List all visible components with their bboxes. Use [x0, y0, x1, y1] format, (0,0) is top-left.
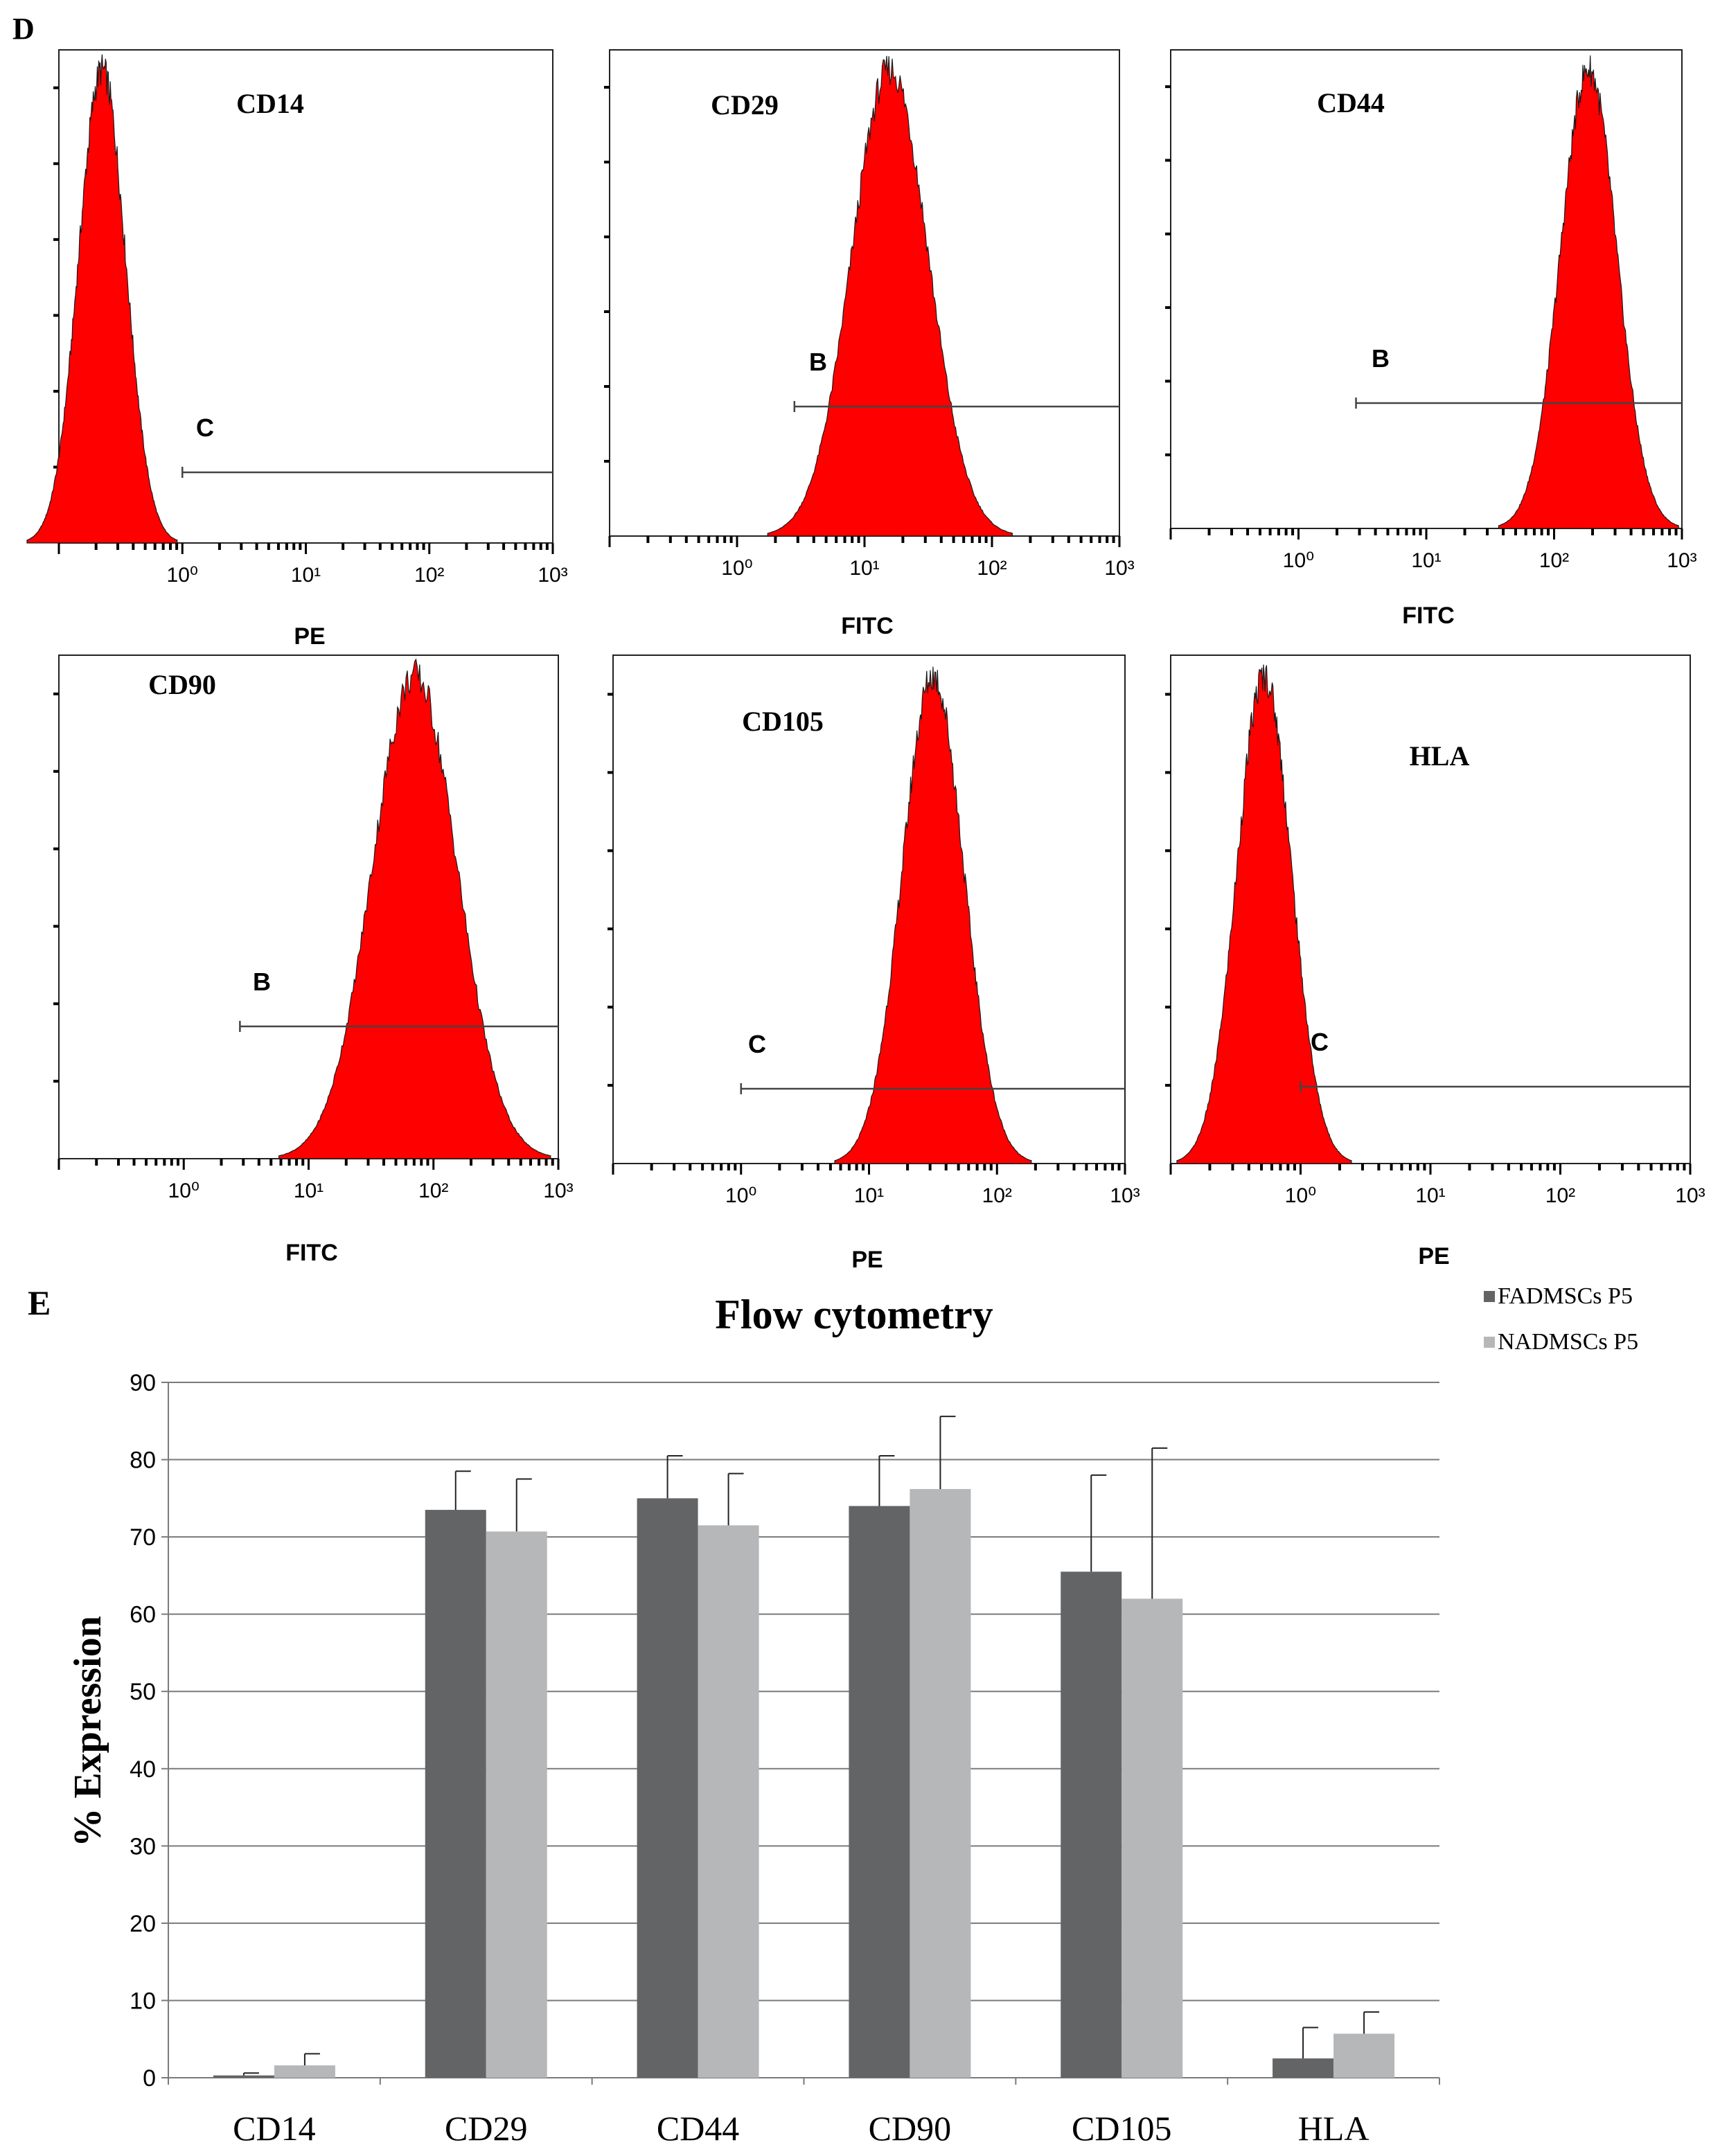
x-tick-label: 10³: [1667, 549, 1696, 572]
y-tick-label: 10: [130, 1988, 156, 2014]
bar-cd29-nadmscs: [486, 1531, 547, 2078]
bar-hla-fadmscs: [1273, 2058, 1334, 2078]
histogram-area: [767, 55, 1013, 537]
bar-cd44-nadmscs: [698, 1525, 759, 2078]
y-tick-label: 70: [130, 1524, 156, 1551]
histogram-panels: 10⁰ 10¹ 10² 10³ C CD14 PE 10⁰ 10¹ 10² 10³ B CD29 FITC…: [26, 49, 1705, 1273]
histogram-cd90: 10⁰ 10¹ 10² 10³ B CD90 FITC: [53, 654, 574, 1266]
x-tick-label: 10⁰: [721, 557, 752, 580]
x-tick-label: 10¹: [294, 1179, 323, 1202]
x-tick-label: 10¹: [291, 564, 321, 587]
bar-cd90-fadmscs: [849, 1506, 910, 2078]
y-tick-label: 90: [130, 1370, 156, 1396]
x-tick-label: 10²: [414, 564, 444, 587]
x-tick-label: 10⁰: [1285, 1184, 1316, 1207]
y-tick-label: 80: [130, 1447, 156, 1474]
y-axis-label: % Expression: [67, 1616, 109, 1846]
histogram-area: [834, 666, 1032, 1164]
x-tick-label: CD90: [869, 2109, 951, 2148]
x-tick-label: 10²: [1539, 549, 1569, 572]
marker-label: CD14: [236, 88, 304, 119]
bar-cd44-fadmscs: [637, 1498, 698, 2078]
histogram-area: [1176, 664, 1352, 1164]
histogram-area: [26, 54, 178, 544]
histogram-area: [278, 658, 551, 1159]
y-tick-label: 40: [130, 1756, 156, 1783]
bar-hla-nadmscs: [1333, 2033, 1395, 2078]
y-tick-label: 20: [130, 1911, 156, 1937]
y-tick-label: 50: [130, 1679, 156, 1705]
panel-e-label: E: [28, 1283, 51, 1322]
axis-label: FITC: [1402, 603, 1455, 629]
x-tick-label: 10²: [977, 557, 1007, 580]
y-tick-label: 0: [143, 2065, 156, 2092]
gate-label: B: [253, 968, 271, 996]
histogram-hla: 10⁰ 10¹ 10² 10³ C HLA PE: [1165, 654, 1705, 1269]
x-tick-label: 10²: [1545, 1184, 1575, 1207]
x-tick-label: 10⁰: [1283, 549, 1314, 572]
x-tick-label: 10¹: [1411, 549, 1441, 572]
axis-label: PE: [294, 623, 325, 650]
x-tick-label: 10³: [1110, 1184, 1140, 1207]
bar-cd29-fadmscs: [425, 1510, 486, 2078]
legend-swatch-nadmscs: [1484, 1337, 1495, 1348]
x-tick-label: 10¹: [1415, 1184, 1445, 1207]
x-tick-label: 10¹: [854, 1184, 884, 1207]
bar-chart: Flow cytometry 0 10 20 30 40 50 60 70 80 90 % Expre…: [67, 1283, 1638, 2148]
gate-label: C: [196, 413, 214, 442]
bar-cd105-nadmscs: [1122, 1598, 1183, 2078]
x-tick-label: 10²: [418, 1179, 448, 1202]
histogram-cd105: 10⁰ 10¹ 10² 10³ C CD105 PE: [608, 654, 1140, 1273]
x-tick-label: 10¹: [849, 557, 879, 580]
legend-label: NADMSCs P5: [1498, 1329, 1638, 1355]
x-tick-label: 10³: [1675, 1184, 1705, 1207]
legend-swatch-fadmscs: [1484, 1291, 1495, 1302]
marker-label: CD29: [711, 89, 779, 121]
gate-label: C: [748, 1030, 766, 1058]
axis-label: FITC: [841, 613, 894, 639]
x-tick-label: 10³: [538, 564, 567, 587]
panel-d-label: D: [12, 12, 35, 46]
gate-label: C: [1311, 1028, 1329, 1056]
x-tick-label: CD14: [233, 2109, 315, 2148]
x-tick-label: 10³: [1104, 557, 1134, 580]
gate-label: B: [1372, 344, 1390, 373]
x-tick-label: 10⁰: [167, 564, 198, 587]
marker-label: CD105: [742, 706, 824, 737]
bar-cd14-nadmscs: [274, 2065, 335, 2078]
x-tick-label: HLA: [1298, 2109, 1369, 2148]
gate-label: B: [809, 348, 827, 376]
x-tick-label: CD29: [445, 2109, 527, 2148]
axis-label: PE: [851, 1247, 883, 1273]
axis-label: FITC: [285, 1240, 338, 1266]
bar-cd14-fadmscs: [213, 2075, 274, 2078]
histogram-cd29: 10⁰ 10¹ 10² 10³ B CD29 FITC: [604, 49, 1135, 639]
histogram-frame: [612, 654, 1126, 1164]
histogram-cd44: 10⁰ 10¹ 10² 10³ B CD44 FITC: [1165, 49, 1697, 629]
x-tick-label: 10⁰: [725, 1184, 756, 1207]
histogram-area: [1498, 55, 1679, 529]
x-tick-label: CD105: [1072, 2109, 1171, 2148]
x-tick-label: CD44: [657, 2109, 739, 2148]
legend-label: FADMSCs P5: [1498, 1283, 1633, 1309]
y-tick-label: 30: [130, 1833, 156, 1860]
marker-label: HLA: [1410, 740, 1470, 772]
x-tick-label: 10⁰: [168, 1179, 200, 1202]
marker-label: CD44: [1317, 87, 1385, 118]
chart-title: Flow cytometry: [715, 1292, 993, 1337]
marker-label: CD90: [148, 669, 216, 700]
axis-label: PE: [1418, 1243, 1449, 1269]
y-tick-label: 60: [130, 1602, 156, 1628]
bar-cd105-fadmscs: [1061, 1571, 1122, 2078]
x-tick-label: 10²: [982, 1184, 1012, 1207]
bar-cd90-nadmscs: [910, 1488, 971, 2078]
x-tick-label: 10³: [543, 1179, 573, 1202]
histogram-cd14: 10⁰ 10¹ 10² 10³ C CD14 PE: [26, 49, 568, 650]
